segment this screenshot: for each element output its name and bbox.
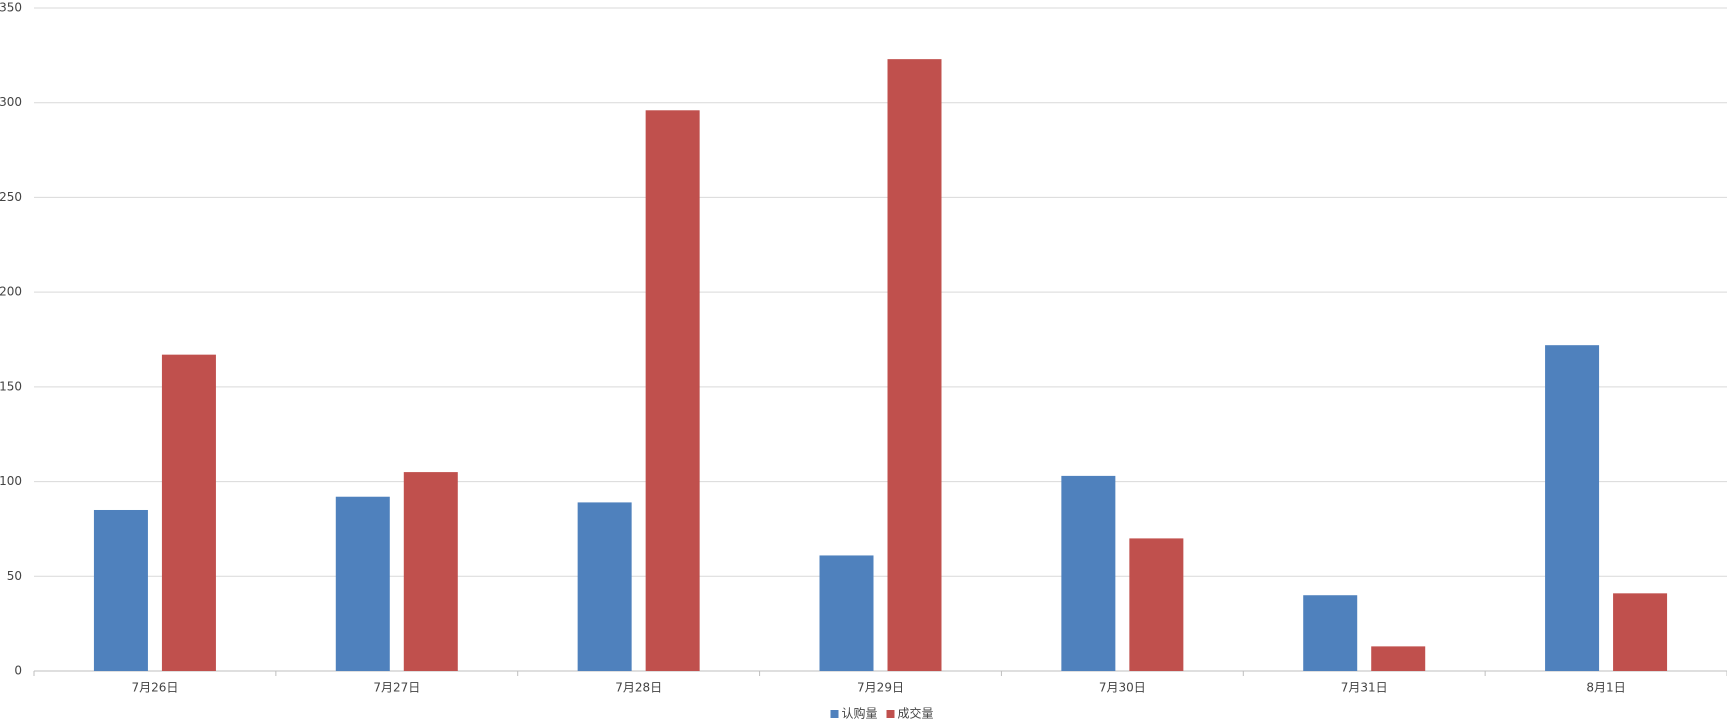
y-tick-label: 300 <box>0 95 22 109</box>
bar <box>1613 593 1668 671</box>
x-tick-label: 7月28日 <box>615 681 662 695</box>
legend-swatch <box>886 710 895 718</box>
legend-swatch <box>830 710 839 718</box>
y-tick-label: 0 <box>14 664 22 678</box>
bar <box>403 472 458 671</box>
x-tick-label: 7月31日 <box>1341 681 1388 695</box>
bar <box>1303 595 1358 671</box>
bar <box>577 502 632 671</box>
bar <box>645 110 700 671</box>
bar <box>1129 538 1184 671</box>
x-tick-label: 8月1日 <box>1586 681 1625 695</box>
x-tick-label: 7月29日 <box>857 681 904 695</box>
bar <box>887 59 942 672</box>
y-tick-label: 50 <box>7 569 22 583</box>
y-tick-label: 200 <box>0 285 22 299</box>
x-tick-label: 7月27日 <box>373 681 420 695</box>
bar <box>335 496 390 671</box>
y-tick-label: 250 <box>0 190 22 204</box>
bar <box>1545 345 1600 671</box>
x-tick-label: 7月30日 <box>1099 681 1146 695</box>
bar <box>161 354 216 671</box>
y-tick-label: 350 <box>0 1 22 15</box>
bar <box>1061 475 1116 671</box>
legend-label: 成交量 <box>898 706 934 721</box>
bar <box>93 509 148 671</box>
y-tick-label: 100 <box>0 474 22 488</box>
bar <box>1371 646 1426 671</box>
legend-label: 认购量 <box>842 706 878 721</box>
bar <box>819 555 874 671</box>
x-tick-label: 7月26日 <box>131 681 178 695</box>
y-tick-label: 150 <box>0 379 22 393</box>
